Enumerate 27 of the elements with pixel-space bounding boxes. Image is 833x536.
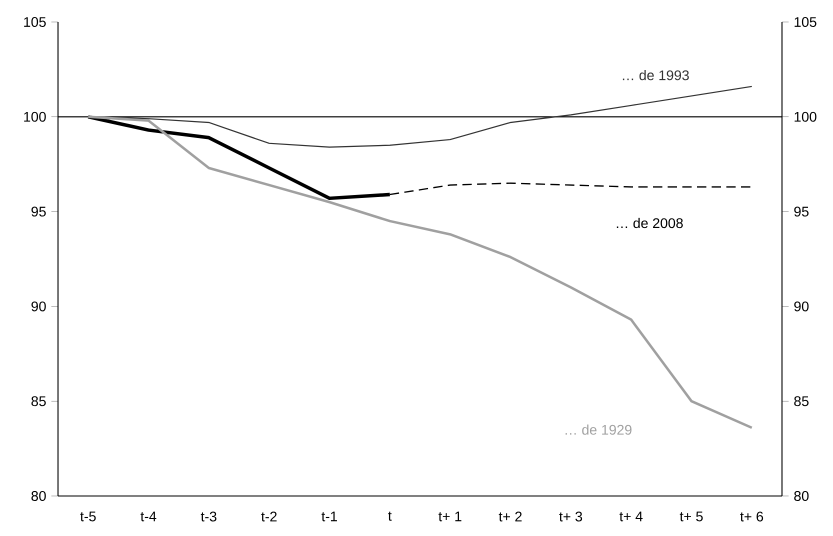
- x-tick-label: t-1: [322, 512, 337, 522]
- y2-tick-label: 85: [31, 396, 46, 406]
- x-tick-label: t-4: [140, 512, 156, 522]
- x-tick-label: t+ 2: [498, 512, 522, 522]
- x-tick-label: t-5: [80, 512, 96, 522]
- y-tick-label: 80: [794, 491, 809, 501]
- y2-tick-label: 95: [31, 206, 46, 217]
- text: … de 1929: [566, 424, 632, 435]
- y-tick-label: 85: [794, 396, 809, 406]
- x-tick-label: t+ 5: [680, 512, 703, 522]
- x-tick-label: t-2: [261, 512, 277, 522]
- y2-tick-label: 80: [31, 491, 46, 501]
- x-tick-label: t+ 1: [438, 512, 462, 522]
- y-tick-label: 105: [794, 17, 816, 27]
- series-label: … de 1993: [622, 70, 689, 80]
- y-tick-label: 95: [794, 206, 809, 217]
- y2-tick-label: 100: [24, 112, 46, 122]
- y-tick-label: 90: [794, 301, 809, 312]
- x-tick-label: t+ 4: [620, 512, 643, 522]
- x-tick-label: t-3: [200, 512, 216, 522]
- x-tick-label: t+ 6: [740, 512, 764, 522]
- y2-tick-label: 90: [31, 301, 46, 312]
- y-tick-label: 100: [794, 112, 816, 122]
- text: … de 2008: [616, 218, 683, 228]
- y2-tick-label: 105: [24, 17, 46, 27]
- x-tick-label: t+ 3: [559, 512, 582, 522]
- x-tick-label: t: [388, 512, 392, 521]
